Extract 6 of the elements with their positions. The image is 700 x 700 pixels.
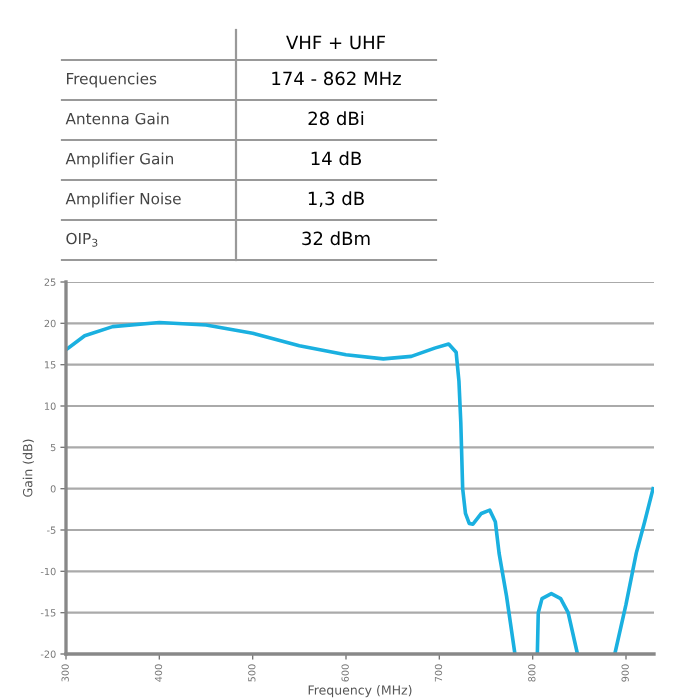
text: 28 dBi (308, 111, 364, 126)
text: 14 dB (311, 151, 361, 166)
text: 32 dBm (302, 231, 370, 246)
text: 1,3 dB (308, 191, 364, 208)
text: VHF + UHF (286, 35, 385, 50)
text: 174 - 862 MHz (272, 71, 401, 86)
